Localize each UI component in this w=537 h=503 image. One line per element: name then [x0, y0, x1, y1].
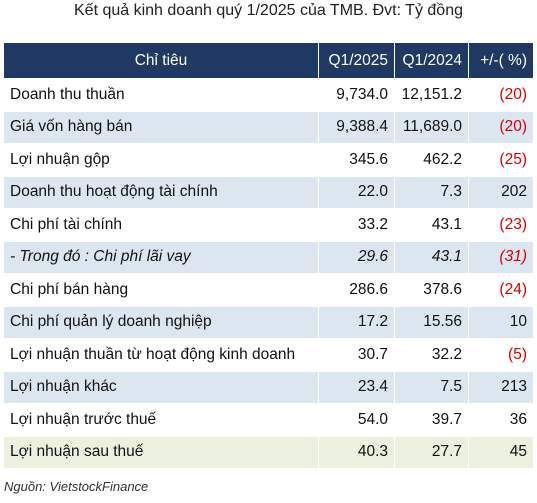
header-cell: Q1/2025: [318, 42, 395, 79]
table-row: - Trong đó : Chi phí lãi vay 29.6 43.1 (31): [3, 240, 534, 274]
value-cell: 33.2: [318, 208, 395, 242]
value-cell: 10: [468, 305, 534, 339]
value-cell: 11,689.0: [394, 110, 469, 144]
value-cell: (20): [468, 78, 534, 112]
value-cell: (23): [468, 208, 534, 242]
value-cell: 36: [468, 403, 534, 437]
table-body: Doanh thu thuần 9,734.0 12,151.2 (20) Giá vố…: [3, 78, 534, 469]
table-row: Doanh thu hoạt động tài chính 22.0 7.3 202: [3, 175, 534, 209]
value-cell: 54.0: [318, 403, 395, 437]
table-row: Chi phí quản lý doanh nghiệp 17.2 15.56 10: [3, 305, 534, 339]
label-cell: Chi phí bán hàng: [3, 273, 319, 307]
value-cell: 9,734.0: [318, 78, 395, 112]
value-cell: 23.4: [318, 370, 395, 404]
table-row: Lợi nhuận trước thuế 54.0 39.7 36: [3, 403, 534, 437]
value-cell: 12,151.2: [394, 78, 469, 112]
table-row: Lợi nhuận khác 23.4 7.5 213: [3, 370, 534, 404]
value-cell: (20): [468, 110, 534, 144]
header-row: Chỉ tiêu Q1/2025 Q1/2024 +/-( %): [3, 42, 534, 79]
value-cell: 17.2: [318, 305, 395, 339]
value-cell: 32.2: [394, 338, 469, 372]
label-cell: Chi phí tài chính: [3, 208, 319, 242]
value-cell: 40.3: [318, 435, 395, 469]
title: Kết quả kinh doanh quý 1/2025 của TMB. Đ…: [74, 2, 463, 19]
value-cell: 43.1: [394, 208, 469, 242]
value-cell: (31): [468, 240, 534, 274]
table-row: Doanh thu thuần 9,734.0 12,151.2 (20): [3, 78, 534, 112]
label-cell: Lợi nhuận khác: [3, 370, 319, 404]
value-cell: 39.7: [394, 403, 469, 437]
header-cell: Chỉ tiêu: [3, 42, 319, 79]
label-cell: Lợi nhuận trước thuế: [3, 403, 319, 437]
value-cell: 462.2: [394, 143, 469, 177]
value-cell: 345.6: [318, 143, 395, 177]
value-cell: 15.56: [394, 305, 469, 339]
table-row: Chi phí bán hàng 286.6 378.6 (24): [3, 273, 534, 307]
label-cell: - Trong đó : Chi phí lãi vay: [3, 240, 319, 274]
value-cell: 202: [468, 175, 534, 209]
source: Nguồn: VietstockFinance: [4, 479, 149, 494]
table-row: Lợi nhuận thuần từ hoạt động kinh doanh 3…: [3, 338, 534, 372]
value-cell: 22.0: [318, 175, 395, 209]
results-table: Chỉ tiêu Q1/2025 Q1/2024 +/-( %) Doanh thu …: [3, 42, 534, 469]
value-cell: (24): [468, 273, 534, 307]
table-row: Giá vốn hàng bán 9,388.4 11,689.0 (20): [3, 110, 534, 144]
label-cell: Giá vốn hàng bán: [3, 110, 319, 144]
value-cell: 7.3: [394, 175, 469, 209]
label-cell: Lợi nhuận gộp: [3, 143, 319, 177]
value-cell: (5): [468, 338, 534, 372]
table-row: Lợi nhuận sau thuế 40.3 27.7 45: [3, 435, 534, 469]
label-cell: Chi phí quản lý doanh nghiệp: [3, 305, 319, 339]
value-cell: 286.6: [318, 273, 395, 307]
value-cell: 213: [468, 370, 534, 404]
label-cell: Doanh thu hoạt động tài chính: [3, 175, 319, 209]
table-row: Lợi nhuận gộp 345.6 462.2 (25): [3, 143, 534, 177]
value-cell: 27.7: [394, 435, 469, 469]
label-cell: Doanh thu thuần: [3, 78, 319, 112]
value-cell: (25): [468, 143, 534, 177]
header-cell: Q1/2024: [394, 42, 469, 79]
label-cell: Lợi nhuận thuần từ hoạt động kinh doanh: [3, 338, 319, 372]
value-cell: 29.6: [318, 240, 395, 274]
table-row: Chi phí tài chính 33.2 43.1 (23): [3, 208, 534, 242]
value-cell: 45: [468, 435, 534, 469]
value-cell: 30.7: [318, 338, 395, 372]
value-cell: 7.5: [394, 370, 469, 404]
value-cell: 43.1: [394, 240, 469, 274]
label-cell: Lợi nhuận sau thuế: [3, 435, 319, 469]
value-cell: 9,388.4: [318, 110, 395, 144]
header-cell: +/-( %): [468, 42, 534, 79]
value-cell: 378.6: [394, 273, 469, 307]
